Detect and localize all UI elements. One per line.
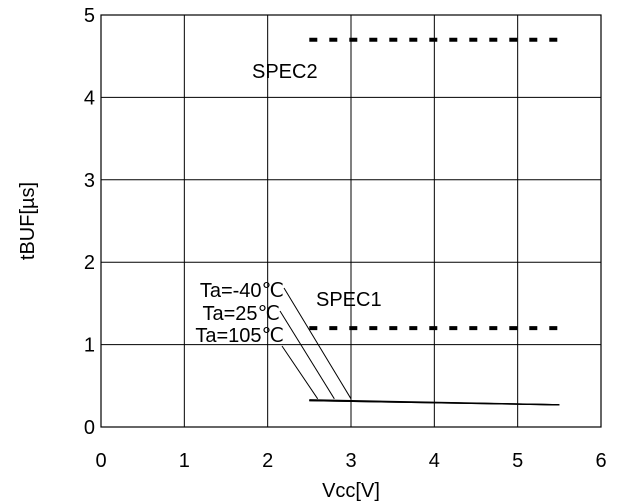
y-tick-label: 4	[84, 87, 95, 109]
x-tick-label: 3	[345, 450, 356, 472]
annotation-spec1: SPEC1	[316, 289, 382, 311]
leader-line-ta-105	[281, 345, 319, 400]
series-layer	[309, 37, 560, 406]
annotation-spec2: SPEC2	[252, 61, 318, 83]
x-tick-label: 2	[262, 450, 273, 472]
x-tick-label: 5	[512, 450, 523, 472]
annotations: Ta=-40℃Ta=25℃Ta=105℃ SPEC1 SPEC2	[195, 61, 381, 347]
y-axis-title: tBUF[µs]	[17, 182, 39, 260]
plot-frame	[100, 14, 602, 428]
annotation-ta-40: Ta=-40℃	[200, 280, 284, 302]
annotation-ta-105: Ta=105℃	[195, 325, 284, 347]
y-tick-label: 5	[84, 5, 95, 27]
series-line-ta-105	[309, 399, 560, 406]
x-tick-label: 0	[95, 450, 106, 472]
x-tick-labels: 0 1 2 3 4 5 6	[95, 450, 606, 472]
annotation-leaders	[279, 287, 352, 400]
leader-line-ta-40	[283, 287, 352, 400]
grid	[101, 15, 601, 427]
y-tick-label: 3	[84, 170, 95, 192]
y-tick-label: 0	[84, 417, 95, 439]
y-tick-label: 2	[84, 252, 95, 274]
x-axis-title: Vcc[V]	[322, 480, 380, 502]
y-tick-labels: 0 1 2 3 4 5	[84, 5, 95, 439]
y-tick-label: 1	[84, 335, 95, 357]
x-tick-label: 4	[429, 450, 440, 472]
x-tick-label: 6	[595, 450, 606, 472]
leader-line-ta-25	[279, 310, 335, 400]
x-tick-label: 1	[179, 450, 190, 472]
annotation-ta-25: Ta=25℃	[202, 303, 280, 325]
